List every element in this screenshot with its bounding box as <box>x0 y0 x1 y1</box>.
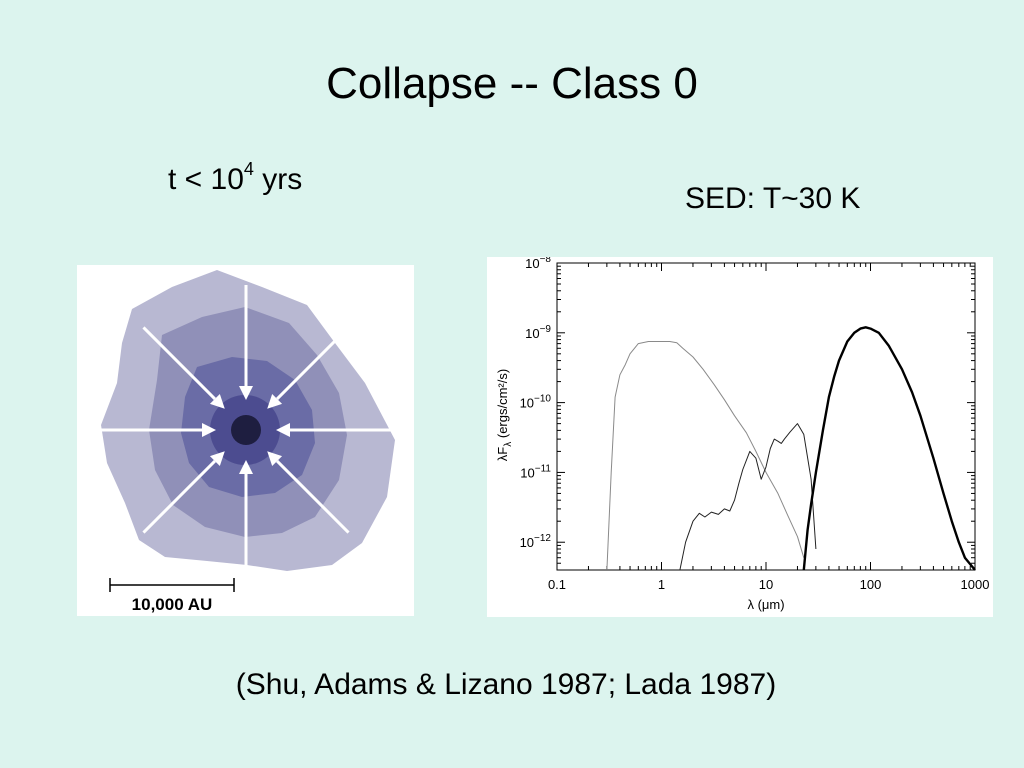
citation: (Shu, Adams & Lizano 1987; Lada 1987) <box>235 668 777 701</box>
time-label: t < 104 yrs <box>168 153 302 199</box>
protostar-center <box>231 415 261 445</box>
infall-arrow <box>142 451 225 534</box>
sed-series-thin-black <box>679 423 817 571</box>
x-tick-label: 1 <box>658 577 665 592</box>
x-tick-label: 0.1 <box>548 577 566 592</box>
x-tick-label: 1000 <box>961 577 990 592</box>
y-tick-label: 10−8 <box>525 257 551 271</box>
sed-chart: 0.1 1 10 100 1000 10−8 10−9 10−10 10−11 10−12 λ … <box>495 254 990 612</box>
infall-arrow <box>276 423 391 437</box>
infall-arrows <box>101 285 391 575</box>
time-prefix: t < 10 <box>168 163 244 196</box>
sed-series-thick-black <box>802 326 976 571</box>
infall-arrow <box>239 285 253 400</box>
plot-frame <box>556 262 976 571</box>
infall-arrow <box>142 326 225 409</box>
time-suffix: yrs <box>253 163 303 196</box>
y-tick-label: 10−9 <box>525 324 551 341</box>
x-tick-label: 10 <box>759 577 773 592</box>
y-tick-label: 10−10 <box>520 394 552 411</box>
infall-arrow <box>267 326 350 409</box>
scale-bar-label: 10,000 AU <box>132 595 213 614</box>
infall-arrow <box>239 460 253 575</box>
x-tick-label: 100 <box>860 577 882 592</box>
y-axis-label: λFλ (ergs/cm²/s) <box>495 369 514 461</box>
time-exponent: 4 <box>243 159 254 179</box>
collapse-diagram: 10,000 AU <box>101 270 395 614</box>
infall-arrow <box>101 423 216 437</box>
y-tick-label: 10−11 <box>520 463 551 480</box>
scale-bar: 10,000 AU <box>109 578 235 614</box>
sed-chart-panel: 0.1 1 10 100 1000 10−8 10−9 10−10 10−11 10−12 λ … <box>487 254 993 617</box>
x-axis-label: λ (μm) <box>747 597 784 612</box>
sed-label: SED: T~30 K <box>685 182 861 215</box>
sed-series-thin-gray <box>606 341 805 571</box>
collapse-figure-panel: 10,000 AU <box>77 265 414 616</box>
slide-title: Collapse -- Class 0 <box>326 59 698 108</box>
infall-arrow <box>267 451 350 534</box>
y-tick-label: 10−12 <box>520 533 552 550</box>
